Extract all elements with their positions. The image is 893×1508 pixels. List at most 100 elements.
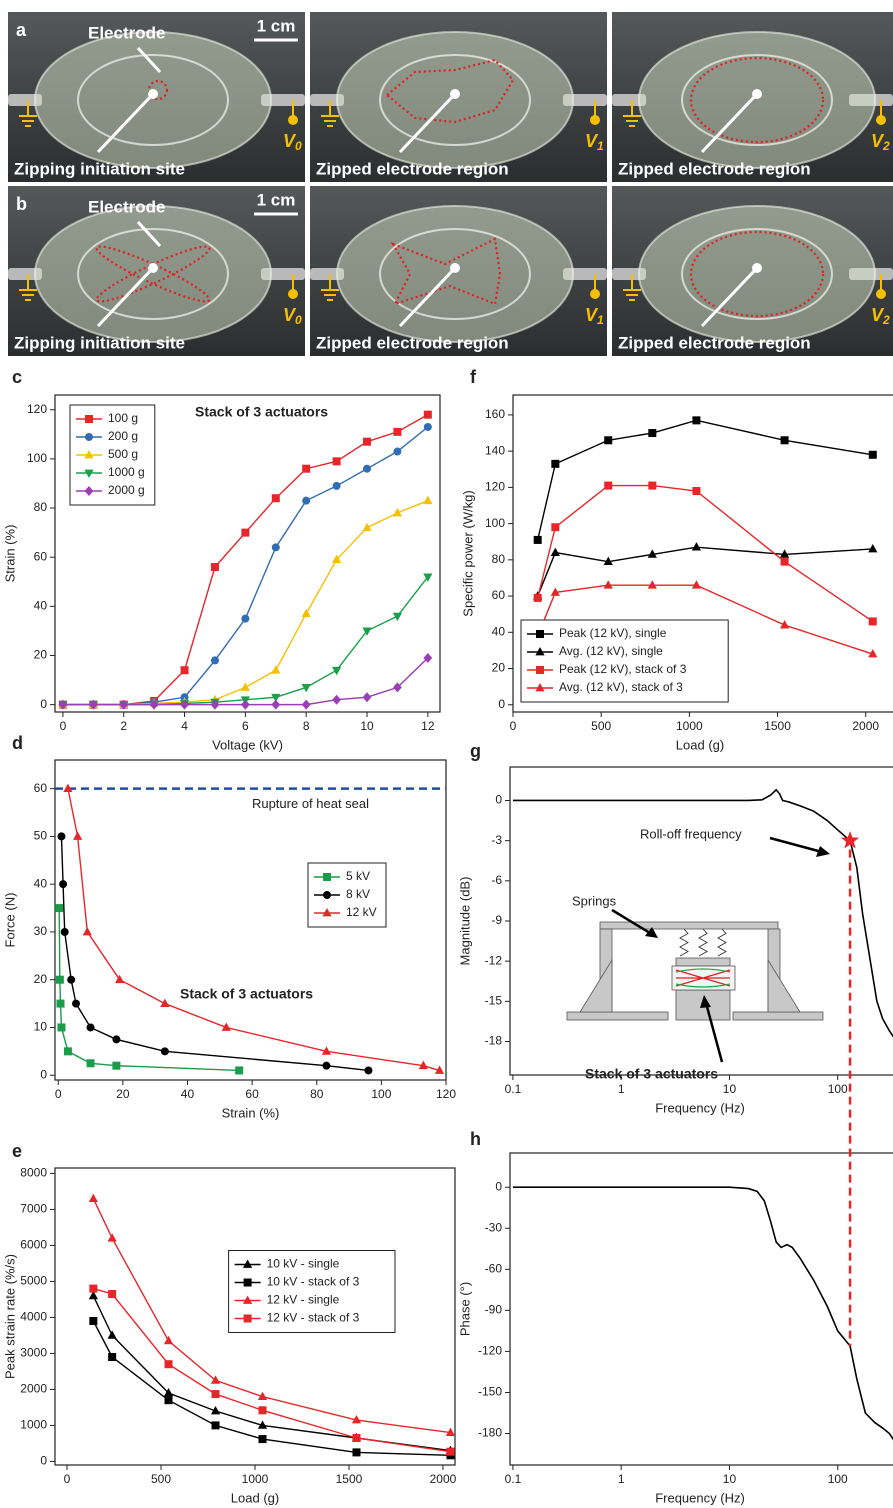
voltage-sub: 2 <box>882 313 890 327</box>
y-axis-label: Peak strain rate (%/s) <box>2 1254 17 1379</box>
legend-marker <box>84 450 94 459</box>
data-point <box>362 522 372 532</box>
series-line <box>537 484 874 623</box>
data-point <box>780 557 789 566</box>
legend-label: 10 kV - stack of 3 <box>267 1275 360 1289</box>
arrow-head <box>816 846 830 857</box>
y-axis-label: Magnitude (dB) <box>457 877 472 966</box>
data-point <box>364 1066 373 1075</box>
voltage-sub: 2 <box>882 139 890 153</box>
data-point <box>240 699 250 710</box>
y-tick-label: 3000 <box>20 1346 47 1360</box>
data-point <box>108 1290 117 1298</box>
caption: Zipped electrode region <box>618 159 811 178</box>
pointer <box>700 266 759 328</box>
x-tick-label: 0 <box>60 719 67 733</box>
legend-marker <box>85 433 93 441</box>
y-tick-label: 30 <box>34 924 48 938</box>
legend-label: 200 g <box>108 429 138 443</box>
data-point <box>332 457 341 466</box>
y-tick-label: 0 <box>495 1179 502 1193</box>
y-tick-label: 60 <box>34 549 48 563</box>
y-tick-label: 80 <box>492 552 506 566</box>
data-point <box>533 593 542 602</box>
y-tick-label: 2000 <box>20 1382 47 1396</box>
plot-frame <box>54 394 441 713</box>
pointer-dot <box>752 263 762 273</box>
voltage-symbol: V <box>871 131 885 151</box>
inset-label: Stack of 3 actuators <box>585 1066 718 1082</box>
x-tick-label: 20 <box>116 1087 130 1101</box>
y-tick-label: 120 <box>27 402 47 416</box>
pointer <box>96 266 155 328</box>
data-point <box>82 926 92 936</box>
data-point <box>211 1421 220 1430</box>
y-tick-label: 160 <box>485 407 505 421</box>
y-tick-label: 0 <box>40 1454 47 1468</box>
caption: Zipping initiation site <box>14 159 185 178</box>
y-tick-label: 0 <box>40 1067 47 1081</box>
x-tick-label: 2000 <box>430 1472 457 1486</box>
data-point <box>241 528 250 537</box>
film <box>336 205 574 343</box>
y-tick-label: 60 <box>492 588 506 602</box>
data-point <box>164 1360 173 1369</box>
zip-region <box>147 79 169 101</box>
data-point <box>258 1406 267 1415</box>
plot-frame <box>54 759 447 1081</box>
electrode <box>379 54 531 146</box>
terminal <box>590 289 600 299</box>
legend-marker <box>536 666 544 674</box>
voltage-symbol: V <box>585 131 599 151</box>
plot-frame <box>509 1152 893 1466</box>
voltage-symbol: V <box>283 131 297 151</box>
x-tick-label: 10 <box>723 1472 737 1486</box>
data-point <box>423 652 433 663</box>
caption: Zipped electrode region <box>316 159 509 178</box>
x-tick-label: 1000 <box>676 719 703 733</box>
x-tick-label: 500 <box>591 719 611 733</box>
data-point <box>362 627 372 636</box>
data-point <box>603 580 613 589</box>
x-tick-label: 80 <box>310 1087 324 1101</box>
y-tick-label: -15 <box>485 994 503 1008</box>
inset-part <box>579 958 613 1013</box>
plot-frame <box>512 394 893 713</box>
data-point <box>55 904 64 913</box>
x-tick-label: 500 <box>151 1472 171 1486</box>
data-point <box>63 783 73 793</box>
voltage-sub: 0 <box>295 139 302 153</box>
arrow-head <box>700 995 711 1008</box>
data-point <box>60 927 69 936</box>
y-tick-label: -120 <box>478 1344 502 1358</box>
series-line <box>512 1186 893 1441</box>
data-point <box>301 699 311 710</box>
x-tick-label: 1 <box>618 1472 625 1486</box>
data-point <box>89 1317 98 1325</box>
data-point <box>67 975 76 984</box>
data-point <box>107 1233 117 1242</box>
data-point <box>221 1022 231 1031</box>
data-point <box>72 999 81 1008</box>
voltage-symbol: V <box>585 305 599 325</box>
legend-label: 12 kV - single <box>267 1293 340 1307</box>
voltage-sub: 0 <box>295 313 302 327</box>
data-point <box>550 587 560 596</box>
y-tick-label: 20 <box>34 648 48 662</box>
data-point <box>107 1330 117 1339</box>
x-tick-label: 0.1 <box>505 1472 522 1486</box>
data-point <box>691 542 702 551</box>
y-tick-label: -6 <box>491 873 502 887</box>
data-point <box>332 481 341 490</box>
x-tick-label: 120 <box>436 1087 456 1101</box>
inset-label: Springs <box>572 893 617 908</box>
data-point <box>692 487 701 496</box>
series-line <box>512 788 893 1038</box>
panel-label: f <box>470 367 477 387</box>
x-tick-label: 40 <box>181 1087 195 1101</box>
data-point <box>88 1193 98 1202</box>
pointer-dot <box>752 89 762 99</box>
x-tick-label: 1 <box>618 1082 625 1096</box>
x-tick-label: 2 <box>120 719 127 733</box>
x-tick-label: 1500 <box>764 719 791 733</box>
